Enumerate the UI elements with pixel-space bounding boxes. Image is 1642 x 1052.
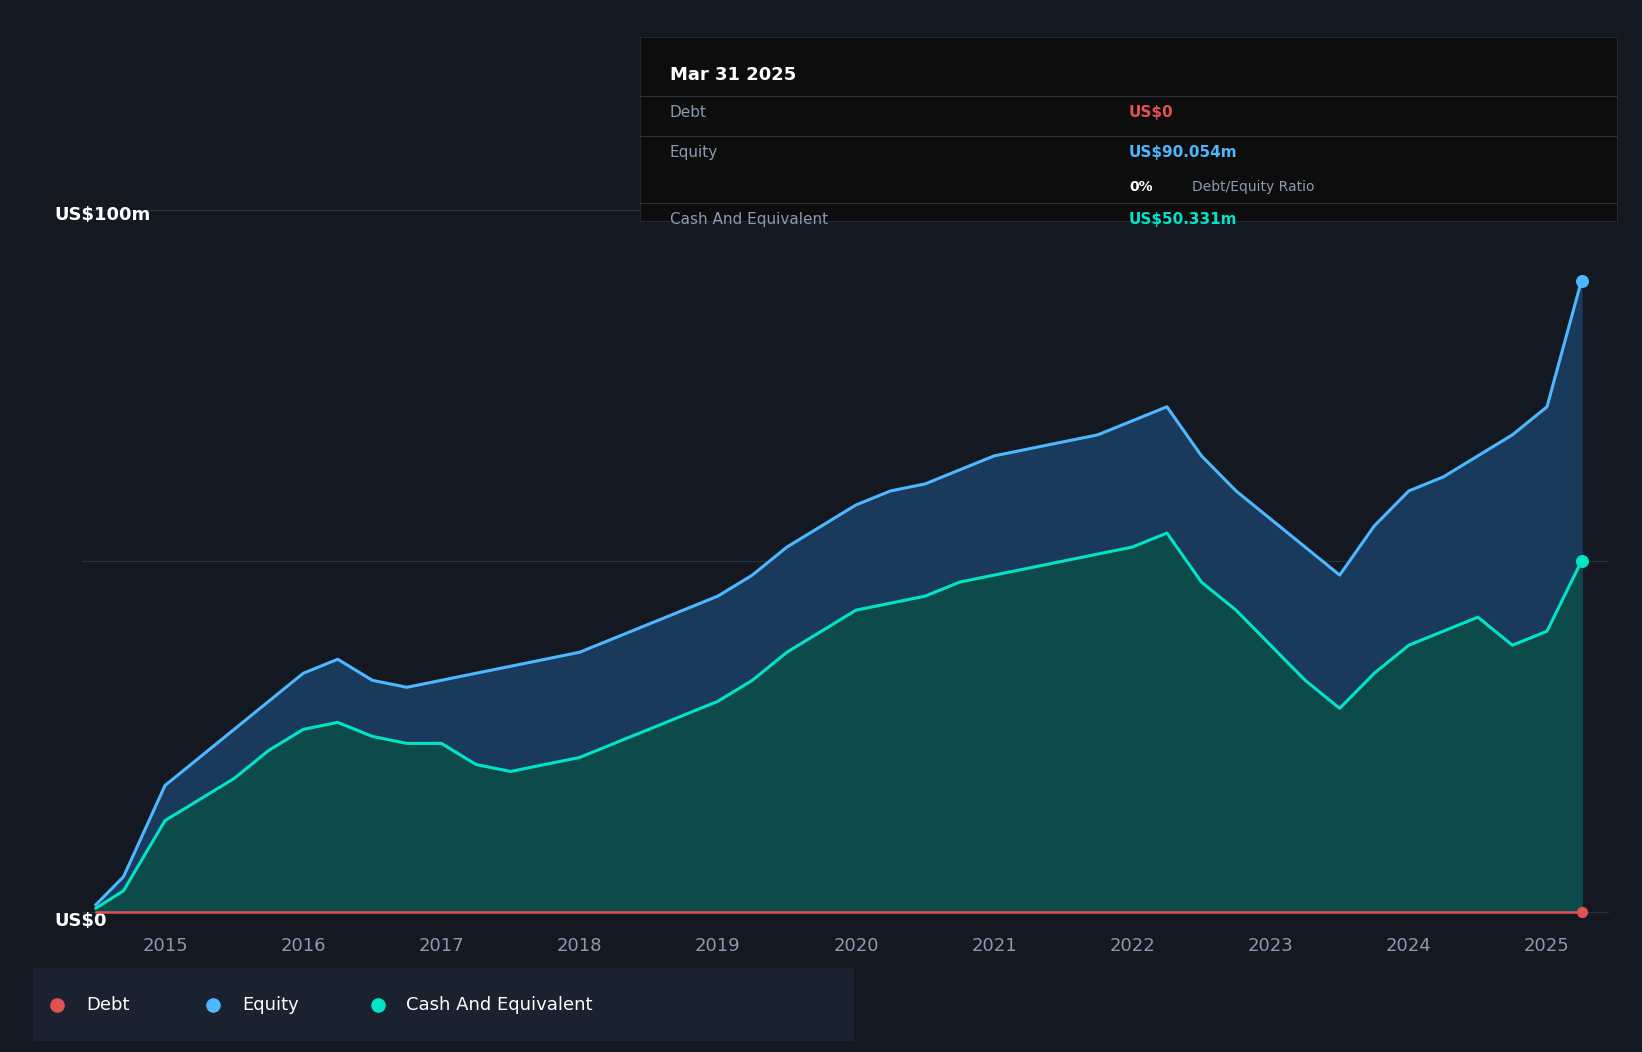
Point — [1568, 904, 1594, 920]
Point — [365, 996, 391, 1013]
Text: Cash And Equivalent: Cash And Equivalent — [407, 995, 593, 1014]
Text: US$0: US$0 — [1130, 105, 1174, 120]
Text: US$50.331m: US$50.331m — [1130, 211, 1238, 227]
Text: US$90.054m: US$90.054m — [1130, 145, 1238, 161]
Text: US$100m: US$100m — [54, 206, 151, 224]
Point — [1568, 552, 1594, 569]
Text: Debt/Equity Ratio: Debt/Equity Ratio — [1192, 181, 1315, 195]
Point — [1568, 272, 1594, 289]
Text: US$0: US$0 — [54, 912, 107, 930]
Text: Equity: Equity — [670, 145, 718, 161]
Text: Debt: Debt — [670, 105, 706, 120]
Text: Equity: Equity — [243, 995, 299, 1014]
Text: Mar 31 2025: Mar 31 2025 — [670, 66, 796, 84]
Point — [44, 996, 71, 1013]
Text: 0%: 0% — [1130, 181, 1153, 195]
Text: Debt: Debt — [87, 995, 130, 1014]
Text: Cash And Equivalent: Cash And Equivalent — [670, 211, 828, 227]
Point — [200, 996, 227, 1013]
